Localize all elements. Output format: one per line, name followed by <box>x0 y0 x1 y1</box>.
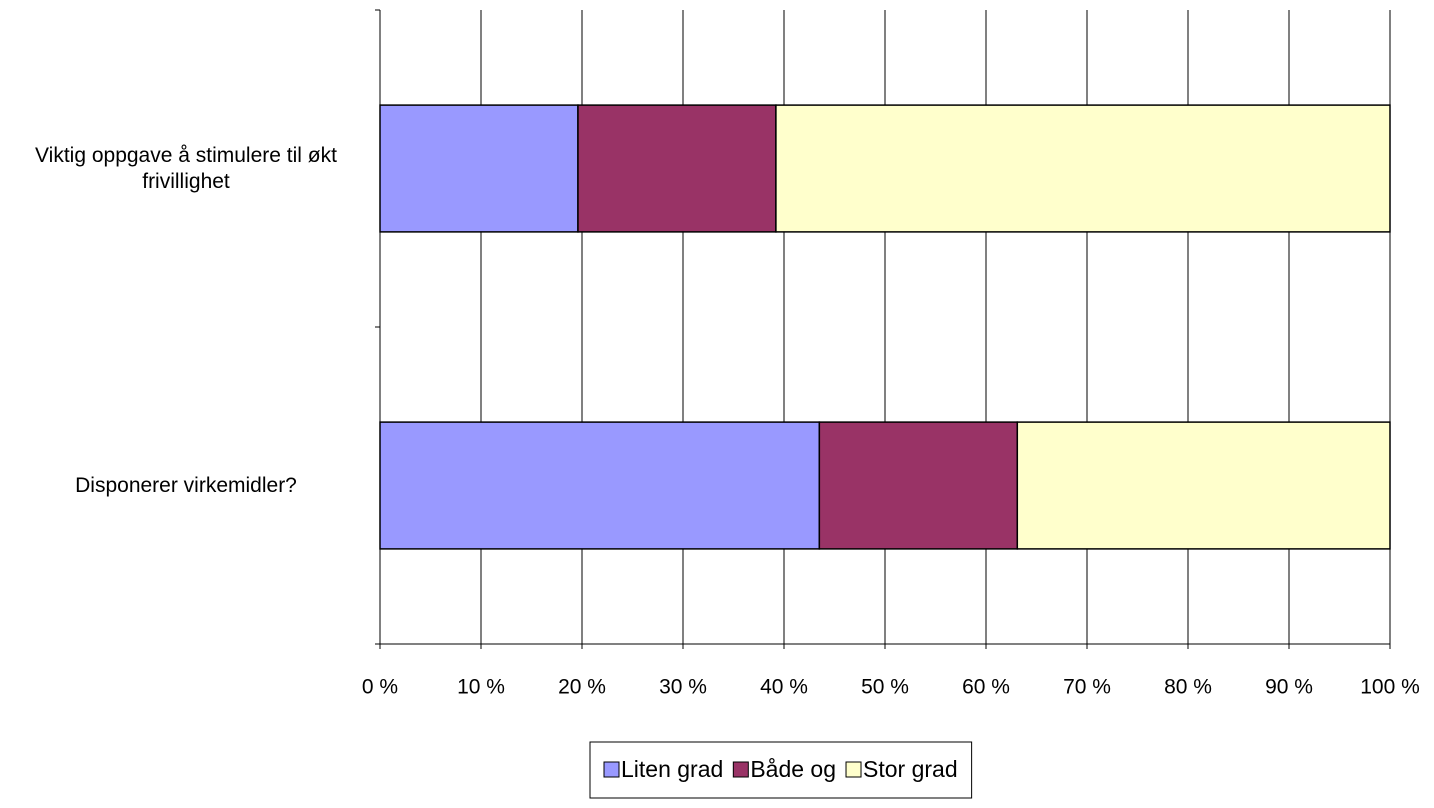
legend-box <box>589 741 973 799</box>
bar-segment <box>1016 421 1391 550</box>
bar-segment <box>577 104 777 233</box>
category-label-box: Disponerer virkemidler? <box>75 473 297 497</box>
y-tick-label: Disponerer virkemidler? <box>75 473 297 497</box>
x-tick-label: 30 % <box>659 676 707 699</box>
x-tick-label: 10 % <box>457 676 505 699</box>
bar-segment <box>775 104 1391 233</box>
x-tick-label: 50 % <box>861 676 909 699</box>
bar-segment <box>379 421 821 550</box>
legend-label: Liten grad <box>621 756 723 782</box>
legend-swatch <box>603 761 620 778</box>
x-tick-label: 20 % <box>558 676 606 699</box>
x-tick-label: 100 % <box>1360 676 1420 699</box>
x-tick-label: 70 % <box>1063 676 1111 699</box>
x-tick-label: 0 % <box>362 676 398 699</box>
x-tick-label: 40 % <box>760 676 808 699</box>
x-tick-label: 90 % <box>1265 676 1313 699</box>
bar-segment <box>818 421 1019 550</box>
bar-segment <box>379 104 579 233</box>
legend-swatch <box>845 761 862 778</box>
x-tick-label: 80 % <box>1164 676 1212 699</box>
legend-label: Både og <box>750 756 836 782</box>
x-tick-label: 60 % <box>962 676 1010 699</box>
category-label-box: Viktig oppgave å stimulere til økt frivi… <box>35 143 337 193</box>
legend-swatch <box>732 761 749 778</box>
legend-label: Stor grad <box>863 756 958 782</box>
legend: Liten grad Både og Stor grad <box>589 741 973 799</box>
y-tick-label: Viktig oppgave å stimulere til økt frivi… <box>35 143 337 193</box>
